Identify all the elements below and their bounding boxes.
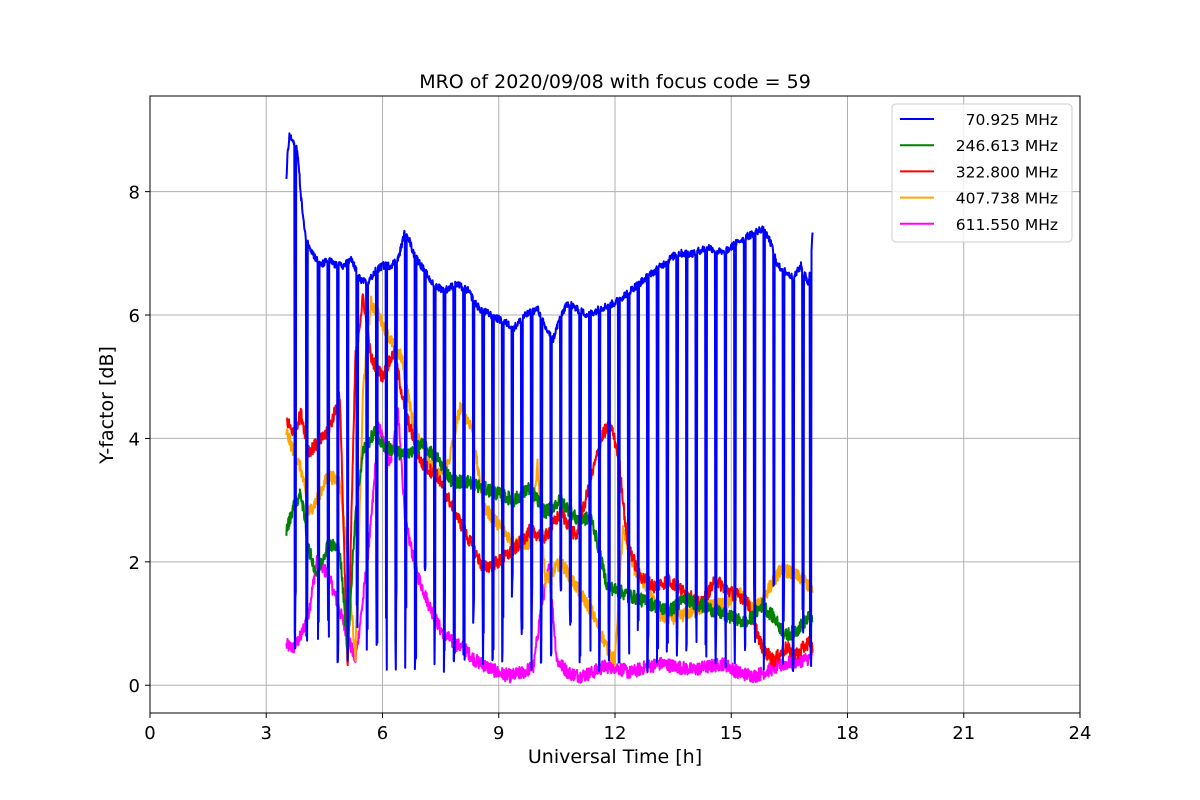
y-tick-label: 4: [129, 429, 140, 450]
legend-label: 322.800 MHz: [956, 163, 1058, 181]
x-axis-label: Universal Time [h]: [528, 746, 702, 768]
chart-title: MRO of 2020/09/08 with focus code = 59: [419, 71, 811, 93]
x-tick-label: 12: [604, 723, 627, 744]
legend-box: [891, 103, 1073, 243]
y-axis-label: Y-factor [dB]: [96, 346, 118, 465]
legend: 70.925 MHz 246.613 MHz 322.800 MHz 407.738 …: [891, 103, 1073, 243]
x-tick-label: 18: [836, 723, 859, 744]
series-line-0: [285, 132, 814, 673]
y-tick-label: 2: [129, 553, 140, 574]
x-tick-label: 24: [1069, 723, 1092, 744]
x-tick-label: 0: [144, 723, 155, 744]
x-axis: 0 3 6 9 12 15 18 21 24: [144, 713, 1091, 744]
y-tick-label: 8: [129, 183, 140, 204]
x-tick-label: 3: [261, 723, 272, 744]
x-tick-label: 9: [493, 723, 504, 744]
legend-label: 70.925 MHz: [966, 111, 1058, 129]
legend-label: 611.550 MHz: [956, 216, 1058, 234]
series-layer: [285, 132, 814, 684]
y-axis: 0 2 4 6 8: [129, 183, 150, 697]
x-tick-label: 6: [377, 723, 388, 744]
x-tick-label: 21: [952, 723, 975, 744]
x-tick-label: 15: [720, 723, 743, 744]
y-tick-label: 6: [129, 306, 140, 327]
legend-label: 246.613 MHz: [956, 137, 1058, 155]
legend-label: 407.738 MHz: [956, 190, 1058, 208]
y-tick-label: 0: [129, 676, 140, 697]
